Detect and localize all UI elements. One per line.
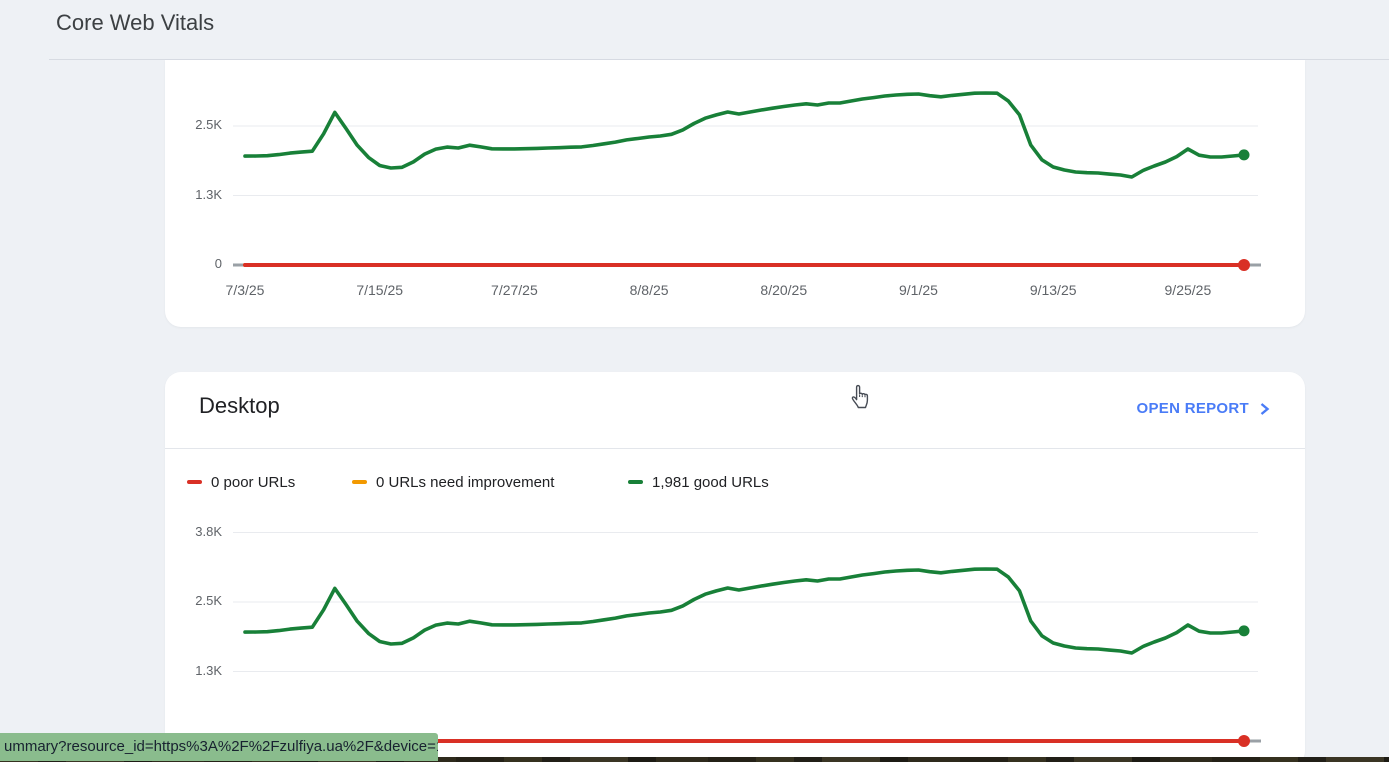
legend-item-good-urls[interactable]: 1,981 good URLs: [628, 473, 769, 491]
needs-improvement-swatch-icon: [352, 480, 367, 484]
chevron-right-icon: [1258, 402, 1271, 416]
legend-item-poor-urls[interactable]: 0 poor URLs: [187, 473, 295, 491]
bottom-wallpaper-strip: [0, 757, 1389, 762]
legend-label-good-urls: 1,981 good URLs: [652, 473, 769, 491]
desktop-card-divider: [165, 448, 1305, 449]
header-divider: [49, 59, 1389, 60]
page-title: Core Web Vitals: [56, 10, 215, 35]
legend-item-needs-improvement[interactable]: 0 URLs need improvement: [352, 473, 554, 491]
open-report-link[interactable]: OPEN REPORT: [1137, 400, 1271, 417]
legend-label-needs-improvement: 0 URLs need improvement: [376, 473, 555, 491]
top-chart-card: [165, 60, 1305, 327]
desktop-card-title: Desktop: [199, 393, 280, 418]
poor-urls-swatch-icon: [187, 480, 202, 484]
app-header: Core Web Vitals: [0, 0, 1389, 59]
desktop-card: Desktop OPEN REPORT 0 poor URLs 0 URLs n…: [165, 372, 1305, 762]
legend-label-poor-urls: 0 poor URLs: [211, 473, 296, 491]
open-report-label: OPEN REPORT: [1136, 400, 1249, 417]
good-urls-swatch-icon: [628, 480, 643, 484]
status-link-preview: ummary?resource_id=https%3A%2F%2Fzulfiya…: [0, 733, 438, 761]
